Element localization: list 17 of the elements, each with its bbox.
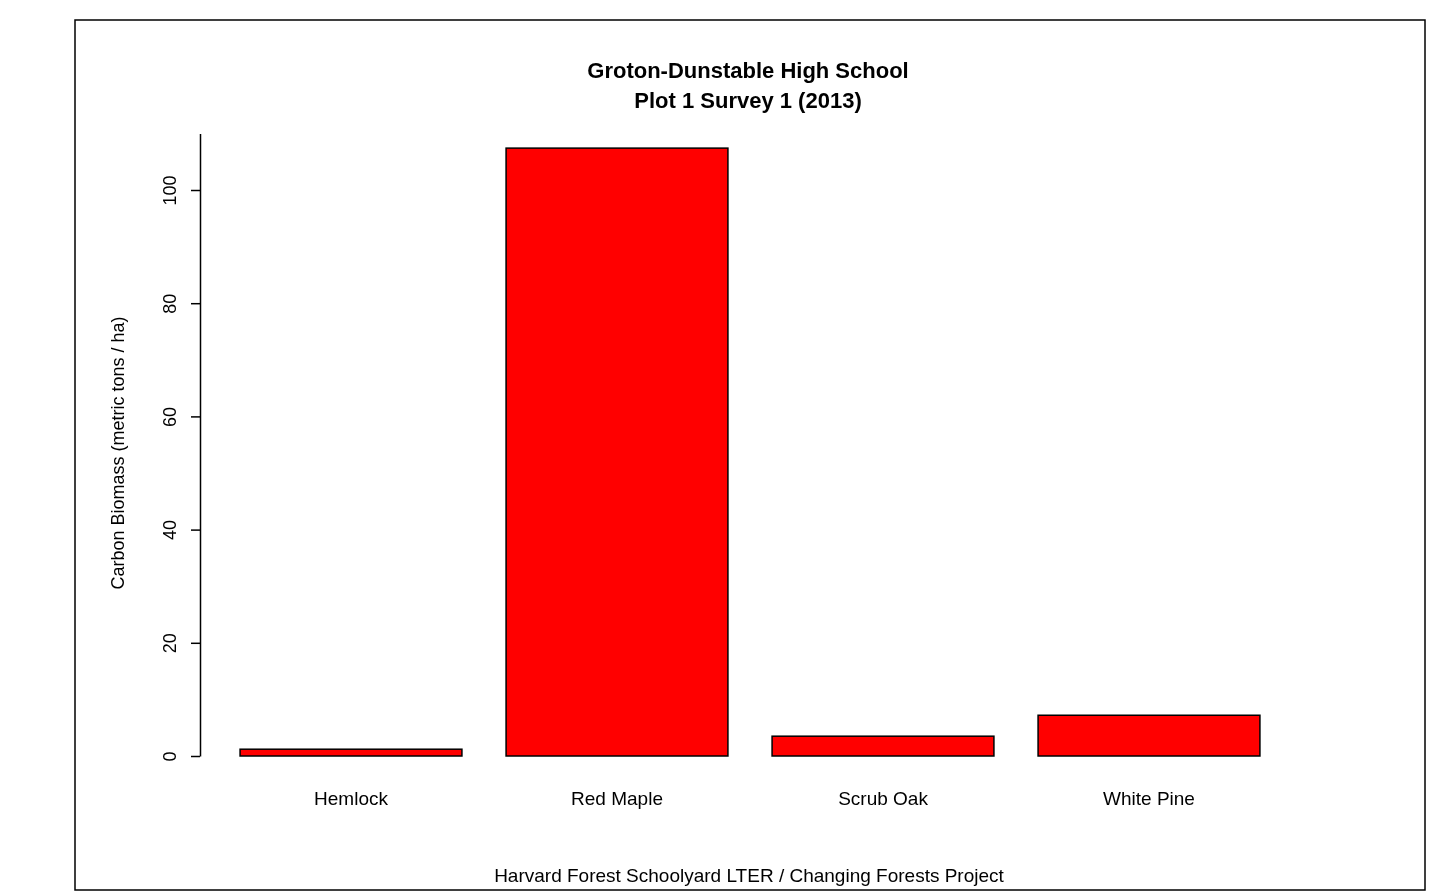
- bar: [771, 735, 995, 757]
- y-tick-label: 60: [160, 406, 181, 427]
- y-axis-title: Carbon Biomass (metric tons / ha): [108, 316, 128, 590]
- chart-title: Groton-Dunstable High School Plot 1 Survey 1 (2013): [587, 58, 909, 113]
- x-tick-label: White Pine: [1103, 787, 1195, 809]
- x-tick-label: Red Maple: [571, 787, 663, 809]
- bar: [505, 147, 729, 757]
- x-tick-label: Scrub Oak: [838, 787, 929, 809]
- x-tick-label: Hemlock: [314, 787, 389, 809]
- y-tick-label: 0: [160, 751, 181, 762]
- y-tick-label: 80: [160, 293, 181, 314]
- y-tick-label: 20: [160, 633, 181, 654]
- bar: [1037, 714, 1261, 757]
- y-tick-label: 40: [160, 520, 181, 541]
- text: Harvard Forest Schoolyard LTER / Changing Forests Project: [494, 865, 1005, 886]
- y-tick-label: 100: [160, 175, 181, 206]
- bar: [239, 748, 463, 757]
